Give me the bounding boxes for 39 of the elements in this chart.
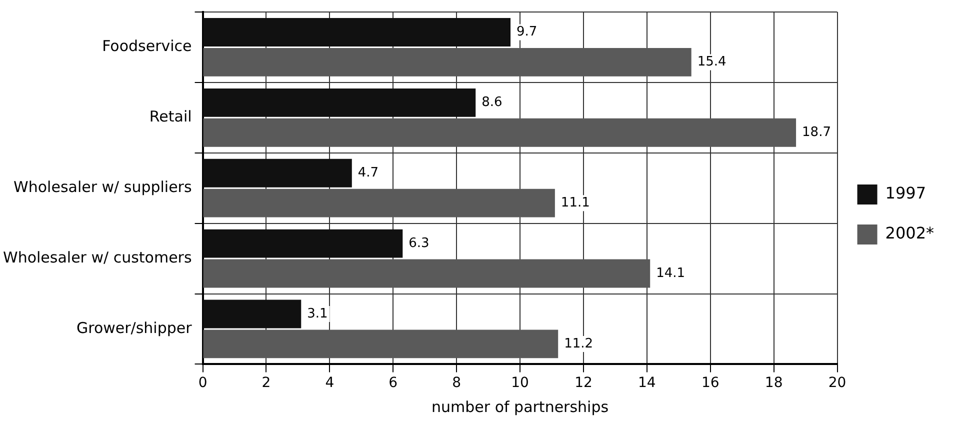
data-label: 4.7 xyxy=(358,166,379,181)
x-tick-label: 0 xyxy=(198,375,208,392)
data-label: 6.3 xyxy=(408,236,430,251)
y-tick-label: Wholesaler w/ suppliers xyxy=(14,178,192,196)
bar xyxy=(203,229,403,258)
bar xyxy=(203,88,476,117)
y-tick-label: Foodservice xyxy=(102,37,192,56)
data-label: 9.7 xyxy=(516,24,538,40)
bar xyxy=(203,18,511,46)
bar xyxy=(203,48,692,76)
x-tick-label: 10 xyxy=(511,375,529,392)
bar xyxy=(203,300,302,328)
data-label: 11.2 xyxy=(564,336,594,352)
legend-label: 1997 xyxy=(885,184,926,203)
x-tick-label: 16 xyxy=(701,375,720,392)
data-label: 11.1 xyxy=(560,195,590,210)
data-label: 8.6 xyxy=(482,95,502,110)
x-axis-title: number of partnerships xyxy=(432,398,609,416)
y-tick-label: Grower/shipper xyxy=(76,318,193,337)
data-label: 3.1 xyxy=(307,306,328,322)
x-tick-label: 2 xyxy=(262,375,271,392)
data-label: 18.7 xyxy=(802,125,831,140)
x-tick-label: 4 xyxy=(325,375,334,392)
data-label: 14.1 xyxy=(656,266,686,281)
bar xyxy=(203,158,352,188)
y-tick-label: Wholesaler w/ customers xyxy=(2,248,192,266)
x-tick-label: 12 xyxy=(574,375,592,392)
data-label: 15.4 xyxy=(697,54,726,70)
bar xyxy=(203,330,558,358)
x-tick-label: 18 xyxy=(764,375,783,392)
x-tick-label: 6 xyxy=(388,375,398,392)
bar xyxy=(203,118,796,147)
x-tick-label: 8 xyxy=(452,375,462,392)
y-tick-label: Retail xyxy=(149,108,192,126)
bar xyxy=(203,259,650,288)
x-tick-label: 14 xyxy=(638,375,656,392)
bar xyxy=(203,188,555,218)
legend-label: 2002* xyxy=(885,224,934,243)
x-tick-label: 20 xyxy=(828,375,846,392)
